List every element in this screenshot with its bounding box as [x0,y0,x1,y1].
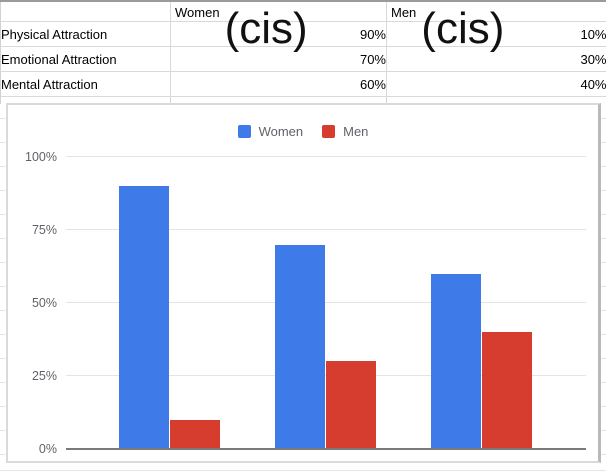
sheet-gridline-bottom [0,470,606,471]
y-gridline [66,302,586,303]
bar-group-emotional [275,157,376,449]
men-bar-mental [482,332,532,449]
chart-legend: Women Men [8,124,598,139]
legend-item-women: Women [237,124,304,139]
women-bar-mental [431,273,481,449]
y-tick-label: 75% [31,223,57,237]
legend-label-women: Women [258,124,304,139]
data-table: Women (cis) Men (cis) Physical Attractio… [0,0,606,104]
row-label-cell[interactable]: Emotional Attraction [0,46,171,72]
men-legend-swatch [322,125,336,138]
women-legend-swatch [237,125,251,138]
header-row: Women (cis) Men (cis) [0,1,606,52]
plot-area: 0% 25% 50% 75% 100% [25,150,586,456]
women-value-cell[interactable]: 90% [170,21,387,47]
x-axis-line [66,448,586,450]
table-row-physical: Physical Attraction 90% 10% [0,21,606,47]
table-row-mental: Mental Attraction 60% 40% [0,71,606,97]
women-value-cell[interactable]: 60% [170,71,387,97]
row-label-cell[interactable]: Physical Attraction [0,21,171,47]
women-header-label: Women [175,5,220,20]
men-bar-physical [170,419,220,449]
y-tick-label: 25% [31,369,57,383]
men-value-cell[interactable]: 40% [386,71,606,97]
embedded-chart-card[interactable]: Women Men 0% 25% 50% 75% 100% [6,103,601,463]
bar-group-mental [431,157,532,449]
bar-group-physical [119,157,220,449]
spacer-row [0,96,606,104]
women-bar-emotional [275,244,325,449]
men-header-label: Men [391,5,417,20]
women-bar-physical [119,186,169,449]
sheet-gridline-sliver-left [0,95,5,474]
men-bar-emotional [326,361,376,449]
men-value-cell[interactable]: 10% [386,21,606,47]
sheet-gridline-sliver-right [601,95,606,474]
row-label-cell[interactable]: Mental Attraction [0,71,171,97]
table-row-emotional: Emotional Attraction 70% 30% [0,46,606,72]
y-tick-label: 50% [31,296,57,310]
y-gridline [66,229,586,230]
y-tick-label: 100% [25,150,57,164]
y-tick-label: 0% [38,442,57,456]
legend-label-men: Men [343,124,369,139]
men-header-cell[interactable]: Men (cis) [386,1,606,52]
women-header-cell[interactable]: Women (cis) [170,1,387,52]
legend-item-men: Men [322,124,368,139]
corner-cell[interactable] [0,1,171,22]
women-value-cell[interactable]: 70% [170,46,387,72]
men-value-cell[interactable]: 30% [386,46,606,72]
y-gridline [66,156,586,157]
